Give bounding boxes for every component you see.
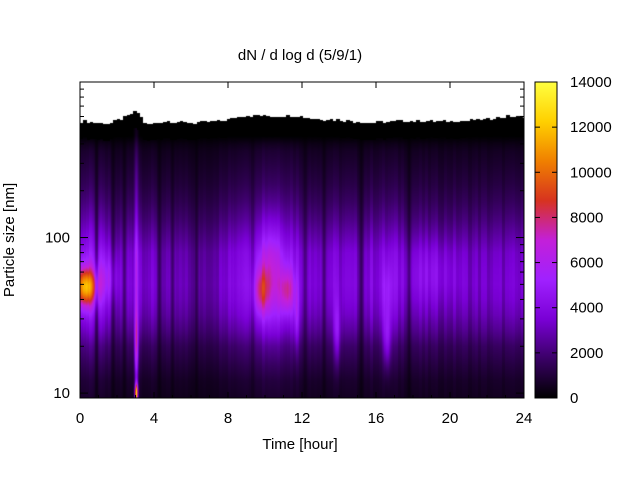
chart-title: dN / d log d (5/9/1) xyxy=(238,47,362,64)
x-tick-label: 24 xyxy=(516,410,533,427)
colorbar-tick-label: 0 xyxy=(570,390,578,407)
x-tick-label: 0 xyxy=(76,410,84,427)
colorbar-ticks: 0 2000 4000 6000 8000 10000 12000 14000 xyxy=(535,74,612,407)
x-axis-label: Time [hour] xyxy=(262,436,337,453)
y-tick-label: 100 xyxy=(45,230,70,247)
x-tick-label: 4 xyxy=(150,410,158,427)
colorbar-tick-label: 2000 xyxy=(570,345,603,362)
x-tick-label: 12 xyxy=(294,410,311,427)
colorbar-tick-label: 14000 xyxy=(570,74,612,91)
heatmap-canvas-holder xyxy=(80,82,524,398)
y-tick-label: 10 xyxy=(53,385,70,402)
colorbar-tick-label: 8000 xyxy=(570,209,603,226)
y-axis-label: Particle size [nm] xyxy=(1,183,18,297)
x-tick-label: 16 xyxy=(368,410,385,427)
y-axis: 10 100 xyxy=(45,88,524,402)
colorbar-gradient xyxy=(534,81,558,399)
x-tick-label: 20 xyxy=(442,410,459,427)
colorbar-tick-label: 12000 xyxy=(570,119,612,136)
x-tick-label: 8 xyxy=(224,410,232,427)
colorbar-tick-label: 4000 xyxy=(570,300,603,317)
x-axis: 0 4 8 12 16 20 24 xyxy=(76,82,533,427)
heatmap xyxy=(80,82,524,398)
colorbar-tick-label: 6000 xyxy=(570,255,603,272)
colorbar: 0 2000 4000 6000 8000 10000 12000 14000 xyxy=(534,74,612,407)
colorbar-tick-label: 10000 xyxy=(570,164,612,181)
plot-area xyxy=(79,81,525,399)
